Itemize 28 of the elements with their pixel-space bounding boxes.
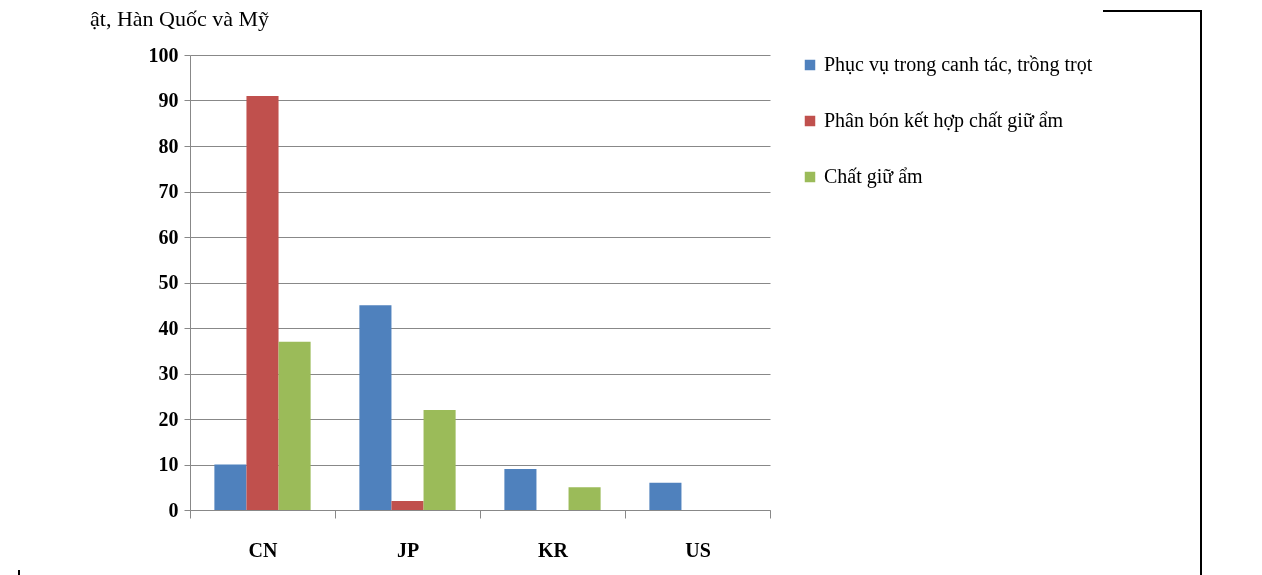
bar — [359, 305, 392, 510]
y-tick-label: 100 — [148, 43, 179, 66]
bar — [391, 500, 424, 510]
bar — [423, 409, 456, 510]
bar — [649, 482, 682, 510]
legend-label: Phân bón kết hợp chất giữ ẩm — [824, 109, 1064, 132]
y-tick-label: 70 — [158, 180, 179, 202]
x-tick-label: US — [685, 538, 711, 561]
bar — [214, 464, 247, 510]
y-tick-label: 50 — [158, 271, 179, 293]
x-tick-label: CN — [248, 538, 278, 561]
bar — [504, 469, 537, 510]
bar — [278, 341, 311, 510]
y-tick-label: 40 — [158, 316, 179, 339]
y-tick-label: 30 — [158, 362, 179, 384]
bar — [568, 487, 601, 510]
x-tick-label: KR — [538, 538, 569, 561]
y-tick-label: 10 — [158, 453, 179, 475]
chart-title: ật, Hàn Quốc và Mỹ — [90, 6, 270, 31]
x-tick-label: JP — [396, 538, 420, 561]
y-tick-label: 0 — [168, 498, 179, 521]
legend-label: Chất giữ ẩm — [824, 165, 924, 188]
bar — [246, 95, 279, 510]
y-tick-label: 80 — [158, 134, 179, 157]
y-tick-label: 60 — [158, 225, 179, 248]
legend-label: Phục vụ trong canh tác, trồng trọt — [824, 53, 1093, 76]
y-tick-label: 20 — [158, 407, 179, 430]
y-tick-label: 90 — [158, 89, 179, 111]
